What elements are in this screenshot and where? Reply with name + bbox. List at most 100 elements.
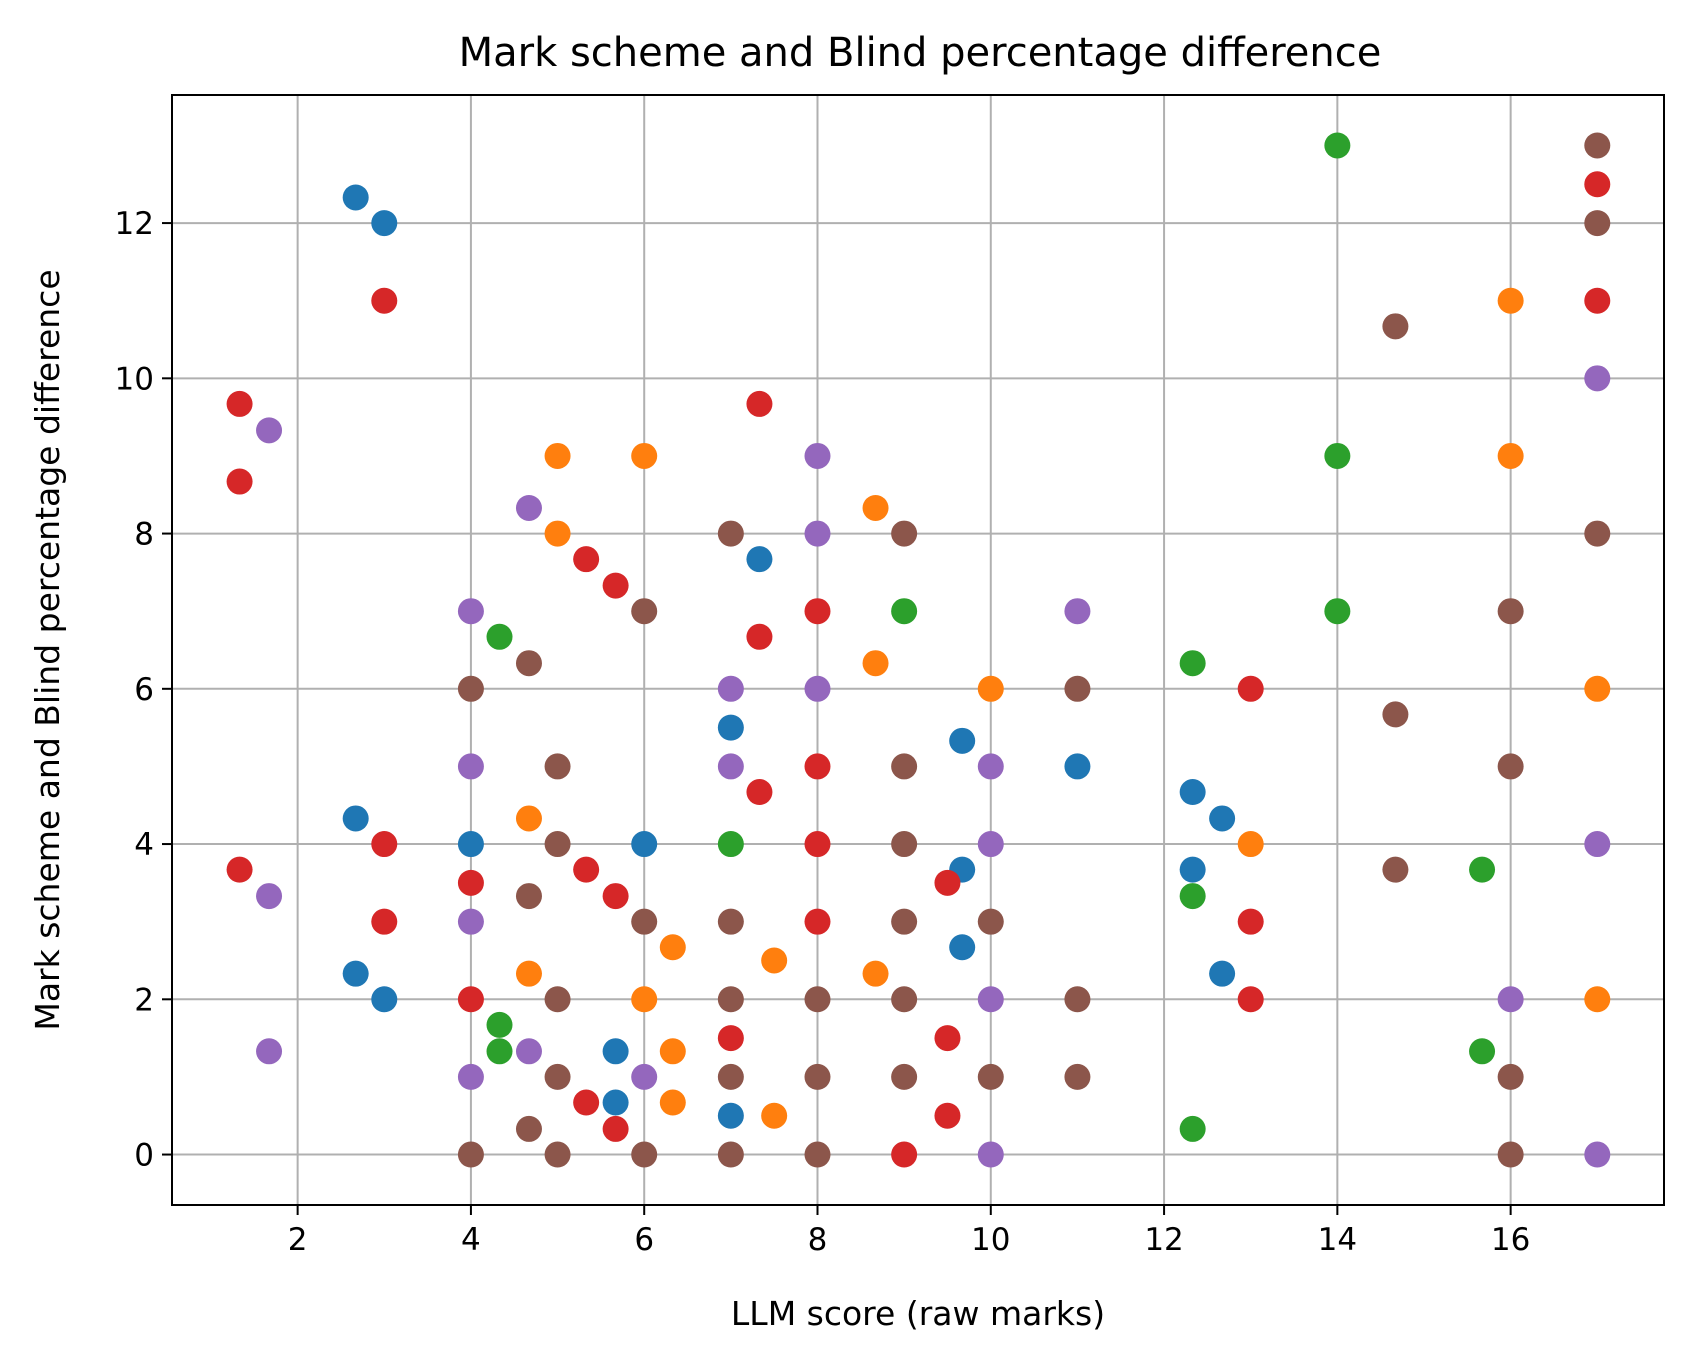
data-point (804, 908, 831, 935)
data-point (602, 1115, 629, 1142)
y-tick-label: 10 (115, 361, 154, 397)
y-tick-label: 4 (134, 827, 154, 863)
data-point (1497, 986, 1524, 1013)
y-axis-label: Mark scheme and Blind percentage differe… (28, 269, 67, 1030)
x-tick-label: 4 (461, 1222, 481, 1258)
data-point (659, 1038, 686, 1065)
data-point (891, 908, 918, 935)
data-point (804, 442, 831, 469)
data-point (1382, 701, 1409, 728)
data-point (1064, 1063, 1091, 1090)
data-point (544, 1141, 571, 1168)
data-point (1179, 779, 1206, 806)
data-point (804, 1063, 831, 1090)
data-point (1584, 986, 1611, 1013)
data-point (457, 753, 484, 780)
data-point (515, 1115, 542, 1142)
data-point (544, 753, 571, 780)
data-point (717, 1141, 744, 1168)
data-point (256, 417, 283, 444)
data-point (631, 831, 658, 858)
data-point (862, 650, 889, 677)
data-point (804, 1141, 831, 1168)
data-point (1584, 1141, 1611, 1168)
data-point (457, 831, 484, 858)
data-point (717, 675, 744, 702)
data-point (949, 727, 976, 754)
data-point (717, 1102, 744, 1129)
data-point (515, 805, 542, 832)
data-point (1382, 856, 1409, 883)
data-point (977, 831, 1004, 858)
data-point (1209, 960, 1236, 987)
data-point (1382, 313, 1409, 340)
data-point (1497, 1063, 1524, 1090)
data-point (717, 520, 744, 547)
data-point (1584, 520, 1611, 547)
data-point (1497, 442, 1524, 469)
data-point (544, 831, 571, 858)
data-point (717, 1025, 744, 1052)
data-point (226, 390, 253, 417)
data-point (631, 1063, 658, 1090)
data-point (746, 546, 773, 573)
data-point (457, 986, 484, 1013)
x-tick-label: 10 (971, 1222, 1010, 1258)
data-point (457, 1141, 484, 1168)
data-point (891, 520, 918, 547)
y-tick-label: 2 (134, 982, 154, 1018)
data-point (371, 210, 398, 237)
plot-frame (171, 94, 1665, 1206)
data-point (1497, 753, 1524, 780)
data-point (717, 753, 744, 780)
data-point (371, 287, 398, 314)
data-point (1584, 287, 1611, 314)
data-point (515, 883, 542, 910)
data-point (457, 675, 484, 702)
chart-title: Mark scheme and Blind percentage differe… (459, 30, 1382, 76)
data-point (342, 805, 369, 832)
data-point (1179, 1115, 1206, 1142)
data-point (1064, 753, 1091, 780)
data-point (891, 986, 918, 1013)
data-point (486, 1038, 513, 1065)
x-tick-label: 12 (1144, 1222, 1183, 1258)
data-point (891, 753, 918, 780)
axis-ticks: 2 4 6 8 10 12 14 16 0 2 4 6 8 10 12 (115, 206, 1531, 1258)
data-point (949, 934, 976, 961)
data-point (1237, 986, 1264, 1013)
data-point (573, 856, 600, 883)
data-point (1179, 883, 1206, 910)
data-point (342, 184, 369, 211)
data-point (1237, 908, 1264, 935)
data-point (602, 883, 629, 910)
data-point (804, 986, 831, 1013)
data-point (544, 986, 571, 1013)
data-point (717, 986, 744, 1013)
data-point (1237, 831, 1264, 858)
data-point (804, 675, 831, 702)
data-point (977, 986, 1004, 1013)
data-point (1064, 675, 1091, 702)
data-point (717, 1063, 744, 1090)
data-point (256, 1038, 283, 1065)
data-point (659, 934, 686, 961)
data-point (631, 442, 658, 469)
data-point (804, 598, 831, 625)
data-point (486, 623, 513, 650)
data-point (977, 675, 1004, 702)
data-point (1497, 287, 1524, 314)
data-point (934, 1102, 961, 1129)
data-point (761, 947, 788, 974)
data-point (1584, 365, 1611, 392)
data-point (515, 650, 542, 677)
data-point (457, 1063, 484, 1090)
data-point (891, 598, 918, 625)
data-point (515, 494, 542, 521)
data-point (544, 442, 571, 469)
data-point (602, 1089, 629, 1116)
data-point (457, 908, 484, 935)
data-point (486, 1011, 513, 1038)
data-point (371, 831, 398, 858)
